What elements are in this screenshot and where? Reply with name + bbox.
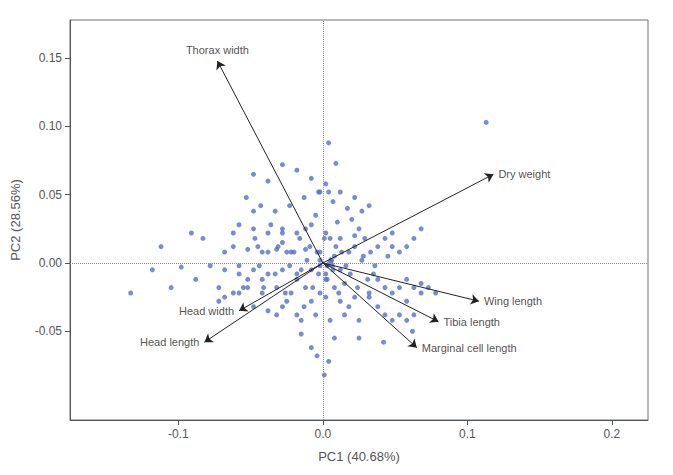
svg-text:0.10: 0.10 [39,119,63,133]
svg-text:PC1 (40.68%): PC1 (40.68%) [318,449,400,464]
svg-text:Tibia length: Tibia length [443,316,499,328]
svg-text:Head width: Head width [179,305,234,317]
svg-text:0.00: 0.00 [39,256,63,270]
svg-text:0.2: 0.2 [604,427,621,441]
svg-text:Wing length: Wing length [484,295,542,307]
svg-text:0.05: 0.05 [39,188,63,202]
svg-text:-0.1: -0.1 [168,427,189,441]
svg-text:PC2 (28.56%): PC2 (28.56%) [8,179,23,261]
svg-text:0.15: 0.15 [39,51,63,65]
svg-text:0.0: 0.0 [315,427,332,441]
svg-text:Marginal cell length: Marginal cell length [422,342,517,354]
svg-text:Dry weight: Dry weight [498,168,550,180]
svg-text:Head length: Head length [140,336,199,348]
svg-text:Thorax width: Thorax width [186,44,249,56]
svg-text:0.1: 0.1 [459,427,476,441]
svg-text:-0.05: -0.05 [35,324,63,338]
